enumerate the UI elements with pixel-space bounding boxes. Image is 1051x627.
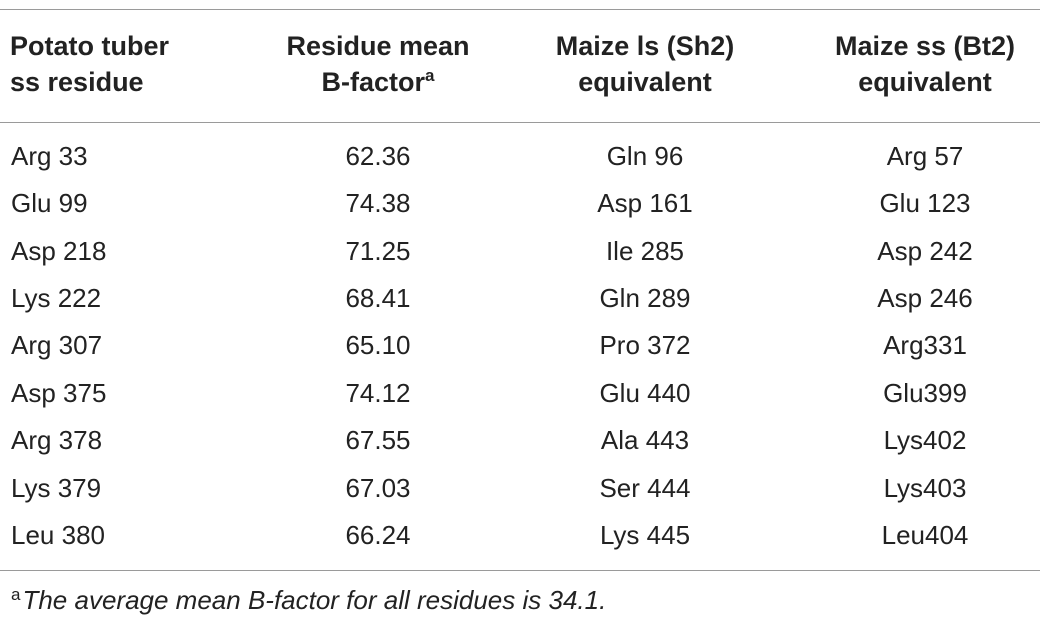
- cell-maize-ss: Lys402: [883, 425, 967, 455]
- header-maize-ls: Maize ls (Sh2) equivalent: [520, 28, 770, 100]
- table-header-rule: [0, 122, 1040, 123]
- table-row: Arg 378 67.55 Ala 443 Lys402: [0, 417, 1040, 464]
- cell-bfactor: 67.03: [345, 473, 411, 503]
- cell-maize-ls: Gln 96: [606, 141, 684, 171]
- header-bfactor-line1: Residue mean: [286, 31, 470, 61]
- cell-bfactor: 66.24: [345, 520, 411, 550]
- header-maize-ss-line1: Maize ss (Bt2): [834, 31, 1016, 61]
- table-row: Lys 379 67.03 Ser 444 Lys403: [0, 465, 1040, 512]
- cell-potato-residue: Glu 99: [11, 188, 88, 218]
- cell-maize-ss: Asp 246: [877, 283, 973, 313]
- footnote-text: The average mean B-factor for all residu…: [22, 585, 607, 615]
- table-top-rule: [0, 9, 1040, 10]
- header-bfactor-line2-wrap: B-factora: [258, 64, 498, 104]
- cell-bfactor: 62.36: [345, 141, 411, 171]
- cell-maize-ss: Arg331: [883, 330, 967, 360]
- table-row: Asp 375 74.12 Glu 440 Glu399: [0, 370, 1040, 417]
- cell-maize-ls: Ala 443: [600, 425, 690, 455]
- cell-bfactor: 67.55: [345, 425, 411, 455]
- cell-potato-residue: Lys 222: [11, 283, 102, 313]
- table-footnote: aThe average mean B-factor for all resid…: [11, 583, 606, 621]
- cell-maize-ls: Pro 372: [599, 330, 691, 360]
- cell-potato-residue: Asp 218: [11, 236, 107, 266]
- table-row: Arg 33 62.36 Gln 96 Arg 57: [0, 133, 1040, 180]
- cell-maize-ls: Lys 445: [599, 520, 691, 550]
- cell-potato-residue: Leu 380: [11, 520, 105, 550]
- header-bfactor: Residue mean B-factora: [258, 28, 498, 104]
- cell-maize-ss: Lys403: [883, 473, 967, 503]
- cell-maize-ss: Asp 242: [877, 236, 973, 266]
- header-maize-ss-line2: equivalent: [858, 67, 992, 97]
- cell-maize-ss: Glu 123: [879, 188, 971, 218]
- cell-potato-residue: Lys 379: [11, 473, 102, 503]
- table-row: Lys 222 68.41 Gln 289 Asp 246: [0, 275, 1040, 322]
- header-maize-ls-line1: Maize ls (Sh2): [555, 31, 735, 61]
- table-row: Leu 380 66.24 Lys 445 Leu404: [0, 512, 1040, 559]
- cell-maize-ls: Ser 444: [599, 473, 691, 503]
- table-row: Arg 307 65.10 Pro 372 Arg331: [0, 322, 1040, 369]
- cell-potato-residue: Arg 378: [11, 425, 103, 455]
- cell-bfactor: 71.25: [345, 236, 411, 266]
- cell-bfactor: 65.10: [345, 330, 411, 360]
- table-row: Asp 218 71.25 Ile 285 Asp 242: [0, 228, 1040, 275]
- header-bfactor-line2: B-factor: [321, 67, 426, 97]
- cell-potato-residue: Asp 375: [11, 378, 107, 408]
- cell-potato-residue: Arg 33: [11, 141, 88, 171]
- cell-maize-ls: Asp 161: [597, 188, 693, 218]
- cell-maize-ss: Arg 57: [886, 141, 964, 171]
- cell-maize-ls: Gln 289: [599, 283, 691, 313]
- cell-maize-ss: Glu399: [883, 378, 967, 408]
- header-potato-residue-line1: Potato tuber: [10, 31, 169, 61]
- footnote-marker: a: [11, 585, 21, 604]
- cell-potato-residue: Arg 307: [11, 330, 103, 360]
- header-bfactor-footnote-marker: a: [425, 66, 435, 85]
- header-potato-residue: Potato tuber ss residue: [10, 28, 270, 100]
- cell-bfactor: 74.38: [345, 188, 411, 218]
- header-potato-residue-line2: ss residue: [10, 67, 144, 97]
- header-maize-ss: Maize ss (Bt2) equivalent: [800, 28, 1050, 100]
- cell-bfactor: 68.41: [345, 283, 411, 313]
- cell-maize-ls: Ile 285: [605, 236, 685, 266]
- cell-maize-ss: Leu404: [881, 520, 969, 550]
- cell-maize-ls: Glu 440: [599, 378, 691, 408]
- header-maize-ls-line2: equivalent: [578, 67, 712, 97]
- table-row: Glu 99 74.38 Asp 161 Glu 123: [0, 180, 1040, 227]
- table-bottom-rule: [0, 570, 1040, 571]
- cell-bfactor: 74.12: [345, 378, 411, 408]
